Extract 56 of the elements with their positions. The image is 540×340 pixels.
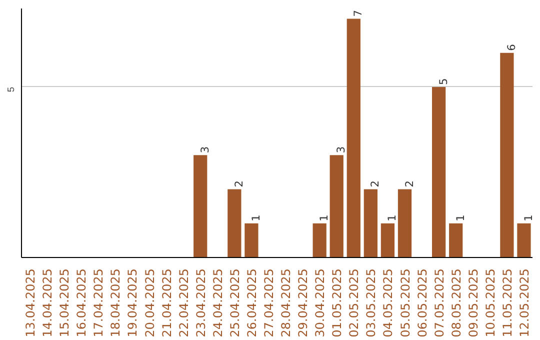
bar [364, 189, 378, 258]
x-tick-label: 07.05.2025 [432, 268, 446, 338]
x-tick-label: 27.04.2025 [262, 268, 276, 338]
x-tick-label: 20.04.2025 [142, 268, 157, 338]
bar [312, 223, 326, 258]
data-label: 3 [334, 146, 348, 154]
x-tick-label: 11.05.2025 [500, 268, 514, 338]
x-tick-label: 01.05.2025 [330, 268, 344, 338]
x-tick-label: 05.05.2025 [398, 268, 412, 338]
x-tick-label: 21.04.2025 [160, 268, 174, 338]
bar [449, 223, 463, 258]
bar [194, 155, 208, 258]
x-tick-label: 28.04.2025 [279, 268, 294, 338]
data-label: 2 [368, 180, 382, 188]
data-label: 3 [198, 146, 212, 154]
x-tick-label: 04.05.2025 [381, 268, 396, 338]
data-label: 1 [249, 214, 262, 222]
bar [517, 223, 531, 258]
data-label: 2 [402, 180, 416, 188]
data-label: 5 [436, 78, 450, 85]
x-tick-label: 24.04.2025 [210, 268, 225, 338]
x-tick-label: 30.04.2025 [313, 268, 328, 338]
x-tick-label: 17.04.2025 [92, 268, 106, 338]
bar [244, 223, 258, 258]
data-label: 1 [522, 214, 535, 222]
bar [380, 223, 395, 258]
data-label: 1 [454, 214, 467, 222]
x-tick-label: 26.04.2025 [244, 268, 259, 338]
data-label: 1 [386, 214, 399, 222]
bar [500, 52, 514, 258]
bar [432, 86, 446, 258]
x-tick-label: 18.04.2025 [108, 268, 123, 338]
x-tick-label: 16.04.2025 [74, 268, 89, 338]
bar [330, 155, 344, 258]
data-label: 2 [232, 180, 246, 188]
x-tick-label: 02.05.2025 [347, 268, 362, 338]
data-label: 1 [318, 214, 331, 222]
x-tick-label: 25.04.2025 [228, 268, 242, 338]
x-tick-label: 15.04.2025 [58, 268, 72, 338]
data-label: 7 [352, 10, 365, 17]
x-tick-label: 13.04.2025 [24, 268, 38, 338]
x-tick-label: 10.05.2025 [483, 268, 498, 338]
x-tick-label: 29.04.2025 [296, 268, 310, 338]
x-tick-label: 06.05.2025 [415, 268, 430, 338]
bar [346, 18, 360, 258]
x-tick-label: 09.05.2025 [466, 268, 480, 338]
x-tick-label: 12.05.2025 [517, 268, 532, 338]
data-label: 6 [504, 44, 518, 51]
x-tick-label: 08.05.2025 [449, 268, 464, 338]
x-tick-label: 23.04.2025 [194, 268, 208, 338]
x-tick-label: 14.04.2025 [40, 268, 55, 338]
bar [228, 189, 242, 258]
x-tick-label: 03.05.2025 [364, 268, 378, 338]
x-tick-label: 22.04.2025 [176, 268, 191, 338]
x-tick-label: 19.04.2025 [126, 268, 140, 338]
bar [398, 189, 412, 258]
